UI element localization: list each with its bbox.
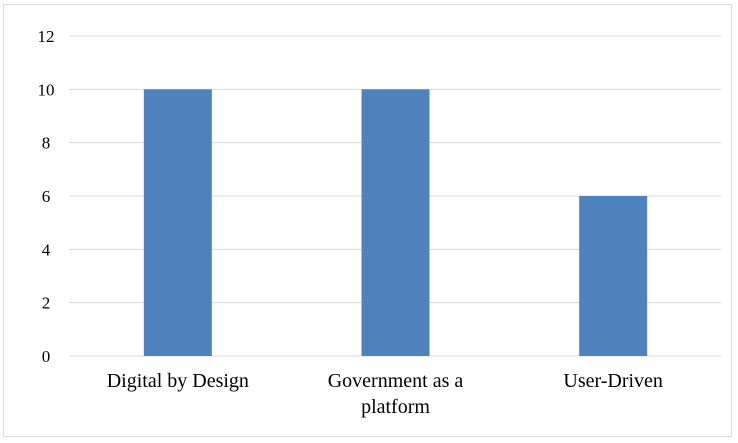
bar — [361, 89, 430, 356]
y-axis-tick-labels: 0 2 4 6 8 10 12 — [38, 27, 55, 366]
bar-chart: 0 2 4 6 8 10 12 Digital by Design Government as… — [38, 27, 722, 418]
x-category-label-line: User-Driven — [563, 370, 663, 392]
x-category-label: Digital by Design — [107, 370, 249, 392]
y-tick-label: 6 — [42, 187, 51, 206]
y-tick-label: 4 — [42, 240, 51, 259]
x-category-label-line: Digital by Design — [107, 370, 249, 392]
bar — [143, 89, 212, 356]
x-category-label-line: Government as a — [328, 370, 464, 392]
bars — [143, 89, 648, 356]
y-tick-label: 12 — [38, 27, 55, 46]
x-category-label: Government as a platform — [328, 370, 464, 418]
y-tick-label: 0 — [42, 347, 51, 366]
x-category-label: User-Driven — [563, 370, 663, 392]
y-tick-label: 10 — [38, 80, 55, 99]
chart-frame: 0 2 4 6 8 10 12 Digital by Design Government as… — [3, 4, 732, 437]
x-axis-category-labels: Digital by Design Government as a platform… — [107, 370, 663, 418]
y-tick-label: 8 — [42, 134, 51, 153]
y-tick-label: 2 — [42, 294, 51, 313]
bar — [579, 196, 648, 356]
x-category-label-line: platform — [361, 396, 430, 418]
